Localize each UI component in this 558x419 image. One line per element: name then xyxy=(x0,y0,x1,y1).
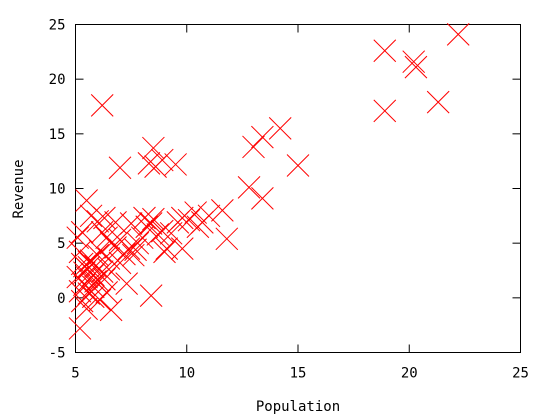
data-point xyxy=(95,226,119,250)
data-point xyxy=(373,39,397,63)
data-point xyxy=(404,55,428,79)
data-point xyxy=(86,209,110,233)
data-point xyxy=(73,261,96,285)
data-point xyxy=(68,240,92,264)
y-tick: 10 xyxy=(49,182,521,198)
data-point xyxy=(215,227,239,251)
data-point xyxy=(90,94,114,117)
data-point xyxy=(402,50,426,74)
data-point xyxy=(155,237,179,260)
data-point xyxy=(66,265,90,289)
data-point xyxy=(426,90,450,114)
data-point xyxy=(153,240,176,264)
y-tick-label: 10 xyxy=(49,182,66,198)
data-point xyxy=(108,156,132,180)
y-tick-label: 25 xyxy=(49,18,66,34)
data-point xyxy=(237,176,261,199)
data-point xyxy=(90,220,114,244)
y-tick: 0 xyxy=(57,291,521,307)
data-point xyxy=(119,212,143,235)
data-point xyxy=(77,255,101,279)
data-point xyxy=(79,204,103,228)
data-point xyxy=(170,237,194,260)
data-point xyxy=(159,221,183,245)
data-point xyxy=(142,136,165,160)
data-point xyxy=(68,317,92,340)
y-tick: 20 xyxy=(49,72,521,88)
data-point xyxy=(97,258,121,281)
data-point xyxy=(90,260,114,283)
data-points xyxy=(66,22,470,340)
data-point xyxy=(75,297,98,321)
x-tick-label: 25 xyxy=(512,366,529,382)
x-tick: 20 xyxy=(401,24,418,382)
x-tick-label: 15 xyxy=(290,366,307,382)
x-tick: 10 xyxy=(178,24,195,382)
y-tick-label: 5 xyxy=(57,236,65,252)
data-point xyxy=(251,186,274,210)
data-point xyxy=(126,231,150,255)
data-point xyxy=(88,288,112,312)
data-point xyxy=(373,99,397,123)
y-tick: -5 xyxy=(49,346,521,362)
data-point xyxy=(81,285,105,309)
data-point xyxy=(121,243,145,267)
x-axis-ticks: 5 10 15 20 25 xyxy=(71,24,529,382)
y-tick-label: 0 xyxy=(57,291,65,307)
data-point xyxy=(142,207,165,231)
y-tick-label: 15 xyxy=(49,127,66,143)
data-point xyxy=(139,212,163,235)
y-tick-label: -5 xyxy=(49,346,66,362)
data-point xyxy=(268,117,292,140)
data-point xyxy=(242,135,265,159)
data-point xyxy=(286,154,310,177)
data-point xyxy=(170,206,194,230)
x-tick-label: 10 xyxy=(178,366,195,382)
data-point xyxy=(210,199,234,222)
y-axis-label: Revenue xyxy=(11,159,27,218)
y-tick: 5 xyxy=(57,236,521,252)
x-axis-label: Population xyxy=(256,399,340,415)
y-tick-label: 20 xyxy=(49,72,66,88)
data-point xyxy=(164,153,187,176)
data-point xyxy=(124,238,147,262)
data-point xyxy=(93,206,116,230)
y-axis-ticks: -5 0 5 10 15 20 25 xyxy=(49,18,521,362)
data-point xyxy=(70,220,94,244)
data-point xyxy=(133,206,156,230)
data-point xyxy=(97,247,121,270)
plot-frame xyxy=(75,24,521,353)
data-point xyxy=(130,226,154,250)
x-tick-label: 5 xyxy=(71,366,79,382)
data-point xyxy=(184,201,208,224)
data-point xyxy=(84,254,107,278)
data-point xyxy=(68,279,92,303)
data-point xyxy=(150,148,174,172)
x-tick: 15 xyxy=(290,24,307,382)
data-point xyxy=(137,151,161,175)
data-point xyxy=(150,219,174,243)
data-point xyxy=(115,272,139,295)
data-point xyxy=(446,22,470,46)
data-point xyxy=(81,275,105,299)
data-point xyxy=(104,211,127,234)
data-point xyxy=(186,215,210,239)
data-point xyxy=(77,250,101,274)
data-point xyxy=(99,298,123,322)
data-point xyxy=(108,251,132,275)
y-tick: 15 xyxy=(49,127,521,143)
x-tick-label: 20 xyxy=(401,366,418,382)
data-point xyxy=(66,226,90,250)
data-point xyxy=(251,125,274,149)
data-point xyxy=(70,289,94,313)
data-point xyxy=(139,284,163,308)
